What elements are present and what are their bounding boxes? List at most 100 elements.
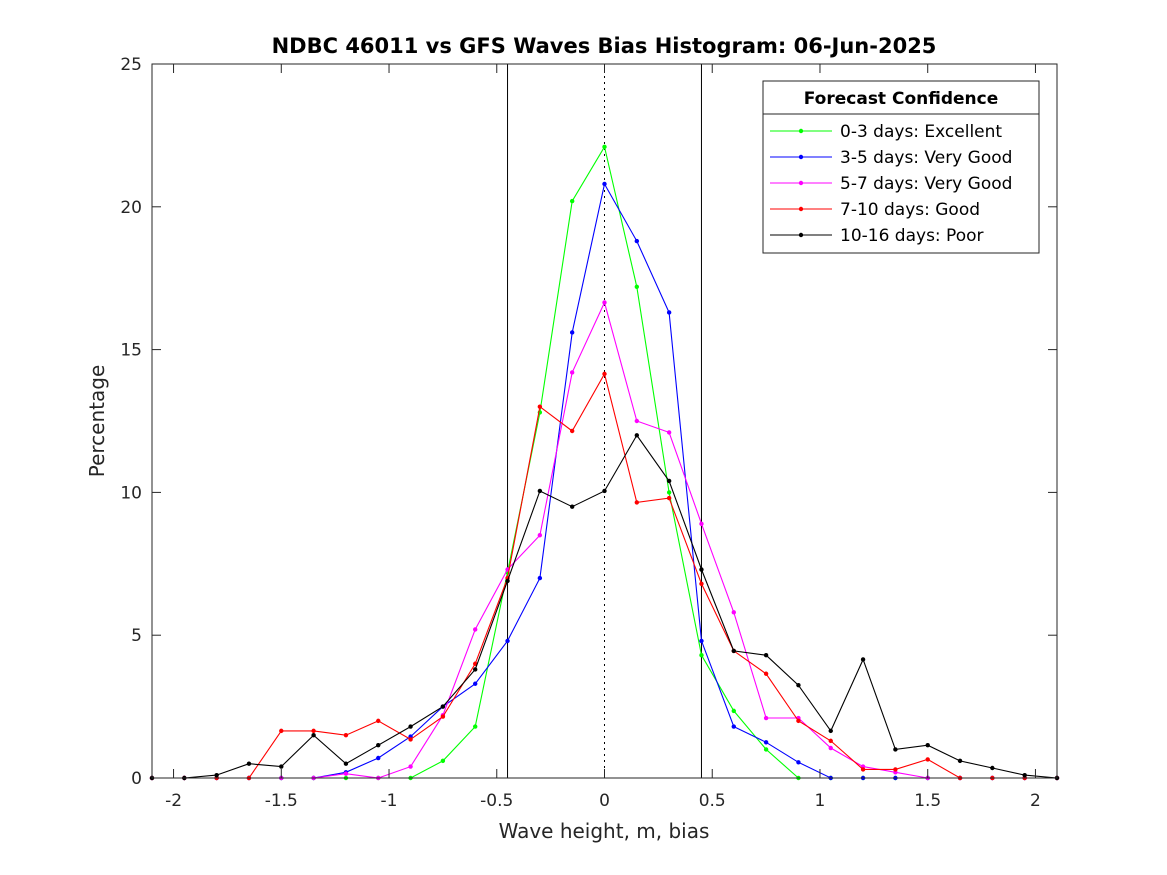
series-4-point <box>376 718 381 724</box>
series-3-point <box>343 771 349 776</box>
legend-label: 3-5 days: Very Good <box>840 148 1012 168</box>
legend-entry: 0-3 days: Excellent <box>770 122 1002 142</box>
series-5-point <box>376 742 381 748</box>
legend-swatch-marker <box>798 232 804 238</box>
series-5-point <box>796 682 801 688</box>
legend-swatch-marker <box>798 206 804 212</box>
series-5-point <box>666 478 672 484</box>
legend-entry: 3-5 days: Very Good <box>770 148 1012 168</box>
series-4-point <box>796 718 801 724</box>
series-4-point <box>699 581 704 586</box>
x-tick-label: 0.5 <box>699 791 726 811</box>
series-4-point <box>279 728 284 734</box>
series-2-point <box>796 760 801 765</box>
chart-title: NDBC 46011 vs GFS Waves Bias Histogram: … <box>272 34 937 58</box>
series-4-point <box>408 737 413 742</box>
series-4-point <box>311 728 316 734</box>
series-5-point <box>343 761 349 766</box>
series-2-point <box>569 330 575 335</box>
series-5-point <box>828 728 833 734</box>
series-2-point <box>505 638 510 644</box>
series-3-point <box>828 745 833 751</box>
y-tick-label: 10 <box>120 483 142 503</box>
x-tick-labels: -2 -1.5 -1 -0.5 0 0.5 1 1.5 2 <box>165 791 1041 811</box>
series-4-point <box>893 767 898 772</box>
series-3-point <box>666 430 672 435</box>
x-axis-label: Wave height, m, bias <box>499 819 710 843</box>
series-4-point <box>763 671 769 676</box>
series-2-point <box>634 238 640 244</box>
series-2-point <box>537 575 543 581</box>
x-tick-label: -1 <box>381 791 398 811</box>
series-5-point <box>925 742 930 748</box>
x-tick-label: 1.5 <box>914 791 941 811</box>
x-tick-label: -0.5 <box>480 791 513 811</box>
series-5 <box>149 433 1060 781</box>
series-4-point <box>440 714 446 719</box>
series-5-point <box>602 488 607 494</box>
series-3-point <box>408 764 413 769</box>
series-3-point <box>537 533 543 538</box>
series-2-point <box>473 681 478 686</box>
series-5-point <box>990 765 995 771</box>
series-4-point <box>602 371 607 377</box>
series-5-point <box>731 648 736 654</box>
legend-entry: 7-10 days: Good <box>770 200 980 220</box>
series-3-point <box>602 300 607 305</box>
legend-swatch-marker <box>798 180 804 186</box>
series-5-point <box>763 652 769 658</box>
series-4-point <box>828 738 833 744</box>
series-5-point <box>440 704 446 709</box>
series-5-point <box>537 488 543 494</box>
reference-lines <box>507 64 702 778</box>
series-5-point <box>246 761 252 766</box>
series-3-point <box>634 418 640 424</box>
axes <box>151 63 1058 779</box>
series-2-point <box>699 638 704 644</box>
x-tick-label: 1 <box>815 791 826 811</box>
legend-swatch-marker <box>798 128 804 134</box>
series-4-point <box>666 495 672 501</box>
y-tick-labels: 0 5 10 15 20 25 <box>120 55 142 789</box>
legend-label: 0-3 days: Excellent <box>840 122 1002 142</box>
x-tick-label: -2 <box>165 791 182 811</box>
series-5-point <box>311 732 316 738</box>
series-1-point <box>440 758 446 764</box>
series-5-point <box>214 772 219 778</box>
series-3-point <box>731 610 736 615</box>
series-2-point <box>602 181 607 187</box>
x-tick-label: 2 <box>1030 791 1041 811</box>
series-4-point <box>537 404 543 409</box>
series-1-point <box>763 747 769 752</box>
series-1-point <box>602 144 607 150</box>
y-tick-label: 25 <box>120 55 142 75</box>
legend-entry: 5-7 days: Very Good <box>770 174 1012 194</box>
y-tick-label: 0 <box>131 769 142 789</box>
y-tick-label: 20 <box>120 198 142 218</box>
series-3-point <box>699 521 704 527</box>
series-3-point <box>763 715 769 721</box>
series-1-point <box>634 284 640 289</box>
legend-label: 7-10 days: Good <box>840 200 980 220</box>
series-4-point <box>569 428 575 434</box>
series-4-point <box>860 767 866 772</box>
series-4-point <box>925 757 930 762</box>
x-tick-label: 0 <box>599 791 610 811</box>
series-5-point <box>893 747 898 752</box>
series-4 <box>149 371 1060 781</box>
series-1-point <box>699 652 704 658</box>
legend-label: 5-7 days: Very Good <box>840 174 1012 194</box>
y-axis-label: Percentage <box>85 365 109 478</box>
series-2-point <box>376 755 381 761</box>
series-5-point <box>408 724 413 729</box>
series-5-point <box>860 657 866 662</box>
series-4-point <box>343 732 349 738</box>
series-1-point <box>569 198 575 204</box>
series-5-point <box>569 504 575 509</box>
legend-title: Forecast Confidence <box>804 89 999 109</box>
series-2-point <box>666 310 672 315</box>
legend-entries: 0-3 days: Excellent 3-5 days: Very Good 5-… <box>770 122 1012 246</box>
series-5-point <box>1022 772 1027 778</box>
series-2-point <box>763 740 769 745</box>
